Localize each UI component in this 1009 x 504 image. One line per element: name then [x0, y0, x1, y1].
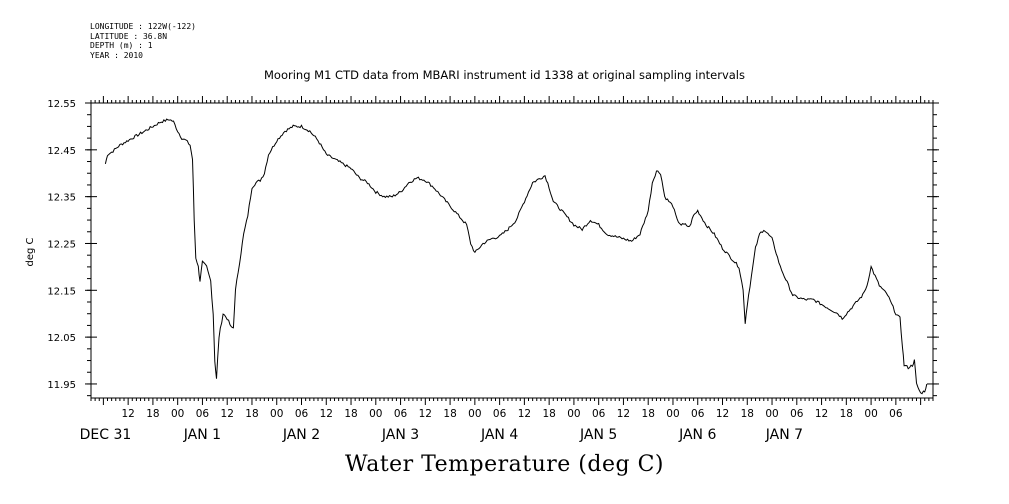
latitude-text: LATITUDE : 36.8N — [90, 31, 168, 41]
x-hour-tick-label: 18 — [245, 408, 258, 420]
x-hour-tick-label: 00 — [567, 408, 580, 420]
x-hour-tick-label: 18 — [344, 408, 357, 420]
x-hour-tick-label: 12 — [320, 408, 333, 420]
x-hour-tick-label: 06 — [592, 408, 606, 420]
x-day-label: JAN 3 — [381, 427, 419, 443]
axes-layer — [90, 102, 934, 399]
y-tick-label: 12.25 — [47, 239, 76, 250]
y-axis-label: deg C — [25, 237, 36, 266]
x-hour-tick-label: 18 — [146, 408, 159, 420]
x-hour-tick-label: 06 — [196, 408, 210, 420]
y-tick-label: 12.35 — [47, 193, 76, 204]
x-hour-tick-label: 18 — [542, 408, 555, 420]
x-hour-tick-label: 06 — [394, 408, 408, 420]
y-tick-label: 12.15 — [47, 286, 76, 297]
x-hour-tick-label: 18 — [443, 408, 456, 420]
ticks-layer — [85, 96, 939, 405]
y-tick-label: 12.55 — [47, 99, 76, 110]
x-hour-tick-label: 00 — [270, 408, 283, 420]
series-layer — [104, 118, 928, 395]
y-tick-label: 12.45 — [47, 146, 76, 157]
x-hour-tick-label: 00 — [171, 408, 184, 420]
metadata-block: LONGITUDE : 122W(-122) LATITUDE : 36.8N … — [90, 22, 196, 60]
x-hour-tick-label: 00 — [468, 408, 481, 420]
x-hour-tick-label: 18 — [741, 408, 754, 420]
x-hour-tick-label: 12 — [518, 408, 531, 420]
x-hour-tick-label: 12 — [617, 408, 630, 420]
x-hour-tick-label: 00 — [864, 408, 877, 420]
x-hour-tick-label: 06 — [790, 408, 804, 420]
x-hour-tick-label: 00 — [666, 408, 679, 420]
x-hour-tick-label: 12 — [221, 408, 234, 420]
x-day-label: JAN 7 — [765, 427, 803, 443]
chart-title: Mooring M1 CTD data from MBARI instrumen… — [264, 68, 745, 82]
x-hour-tick-label: 06 — [691, 408, 705, 420]
x-day-label: JAN 6 — [678, 427, 716, 443]
x-hour-tick-label: 12 — [815, 408, 828, 420]
x-day-label: JAN 4 — [480, 427, 518, 443]
y-tick-label: 11.95 — [47, 380, 76, 391]
tick-labels-layer: 12.55 12.45 12.35 12.25 12.15 12.05 11.95 12 18 0… — [47, 99, 902, 443]
x-hour-tick-label: 18 — [840, 408, 853, 420]
y-tick-label: 12.05 — [47, 333, 76, 344]
temperature-series-line — [104, 118, 928, 395]
plot-frame — [90, 102, 934, 399]
x-hour-tick-label: 12 — [419, 408, 432, 420]
x-day-label: JAN 5 — [579, 427, 617, 443]
x-hour-tick-label: 06 — [295, 408, 309, 420]
x-day-label: JAN 1 — [183, 427, 221, 443]
depth-text: DEPTH (m) : 1 — [90, 41, 153, 50]
x-hour-tick-label: 06 — [493, 408, 507, 420]
year-text: YEAR : 2010 — [90, 50, 143, 60]
x-hour-tick-label: 06 — [889, 408, 903, 420]
x-axis-title: Water Temperature (deg C) — [345, 452, 664, 477]
longitude-text: LONGITUDE : 122W(-122) — [90, 22, 196, 31]
x-hour-tick-label: 00 — [765, 408, 778, 420]
x-hour-tick-label: 12 — [121, 408, 134, 420]
x-hour-tick-label: 12 — [716, 408, 729, 420]
x-day-label: DEC 31 — [80, 427, 132, 443]
x-hour-tick-label: 00 — [369, 408, 382, 420]
x-day-label: JAN 2 — [282, 427, 320, 443]
x-hour-tick-label: 18 — [642, 408, 655, 420]
